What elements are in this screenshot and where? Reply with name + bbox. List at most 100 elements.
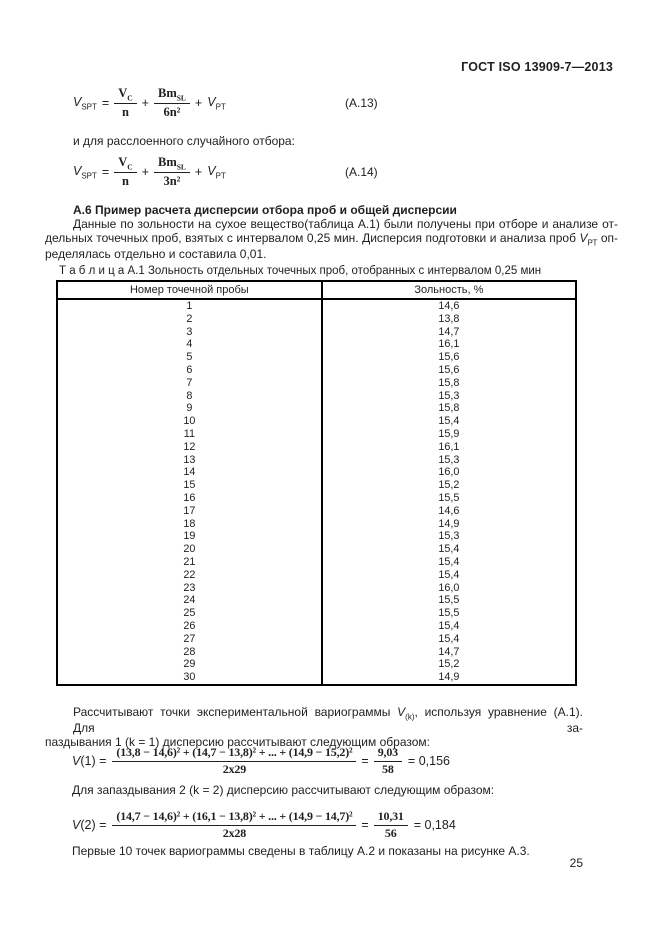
- table-row: 7 15,8: [57, 376, 576, 390]
- sample-number-cell: 14: [57, 466, 323, 480]
- table-row: 28 14,7: [57, 645, 576, 659]
- table-row: 17 14,6: [57, 504, 576, 518]
- sample-number-cell: 13: [57, 453, 323, 467]
- ash-value-cell: 15,5: [438, 594, 460, 607]
- sample-number-cell: 16: [57, 491, 323, 505]
- subscript-k: (k): [405, 712, 415, 722]
- sample-number-cell: 23: [57, 581, 323, 595]
- sample-number-cell: 30: [57, 671, 323, 685]
- table-row: 25 15,5: [57, 607, 576, 620]
- variable-v: V: [73, 94, 82, 109]
- ash-value-cell: 15,5: [438, 607, 460, 620]
- fraction-vc-n: VC n: [114, 155, 137, 188]
- table-row: 15 15,2: [57, 479, 576, 492]
- section-a6-heading: А.6 Пример расчета дисперсии отбора проб…: [73, 203, 457, 217]
- variogram-paragraph: Рассчитывают точки экспериментальной вар…: [45, 705, 583, 749]
- denominator: 58: [382, 761, 394, 776]
- ash-value-cell: 15,4: [438, 568, 460, 581]
- formula-v1-lhs: V(1) =: [72, 754, 106, 768]
- ash-value-cell: 15,4: [438, 543, 460, 556]
- col-header-ash-percent: Зольность, %: [321, 281, 576, 300]
- table-row: 4 16,1: [57, 338, 576, 352]
- ash-value-cell: 13,8: [438, 312, 460, 325]
- subscript-sl: SL: [176, 162, 186, 172]
- table-row: 16 15,5: [57, 491, 576, 505]
- formula-v2: V(2) = (14,7 − 14,6)² + (16,1 − 13,8)² +…: [72, 806, 456, 844]
- variable-v: V: [579, 231, 588, 245]
- formula-result: = 0,156: [407, 754, 450, 768]
- sample-number-cell: 10: [57, 415, 323, 428]
- table-row: 24 15,5: [57, 594, 576, 608]
- numerator: 9,03: [373, 745, 402, 762]
- formula-a13-term-vpt: VPT: [207, 95, 226, 112]
- fraction-result: 9,03 58: [373, 745, 402, 777]
- equals-sign: =: [101, 165, 110, 179]
- sample-number-cell: 9: [57, 402, 323, 416]
- sample-number-cell: 25: [57, 607, 323, 620]
- table-row: 14 16,0: [57, 466, 576, 480]
- numerator: 10,31: [373, 809, 408, 826]
- paragraph-line: паздывания 1 (k = 1) дисперсию рассчитыв…: [45, 735, 430, 750]
- formula-a13: VSPT = VC n + BmSL 6n² + VPT: [73, 84, 226, 122]
- subscript-c: C: [127, 93, 133, 103]
- sample-number-cell: 5: [57, 351, 323, 364]
- sample-number-cell: 18: [57, 517, 323, 531]
- table-row: 27 15,4: [57, 632, 576, 646]
- table-row: 26 15,4: [57, 619, 576, 633]
- table-row: 23 16,0: [57, 581, 576, 595]
- sample-number-cell: 4: [57, 338, 323, 352]
- closing-note: Первые 10 точек вариограммы сведены в та…: [72, 844, 530, 858]
- paragraph-line: дельных точечных проб, взятых с интервал…: [45, 231, 618, 247]
- fraction-squared-differences: (14,7 − 14,6)² + (16,1 − 13,8)² + ... + …: [112, 809, 357, 841]
- sample-number-cell: 15: [57, 479, 323, 492]
- table-row: 13 15,3: [57, 453, 576, 467]
- page-number: 25: [569, 856, 583, 870]
- denominator: 6n²: [163, 105, 181, 120]
- variable-v: V: [72, 754, 81, 768]
- table-row: 20 15,4: [57, 543, 576, 556]
- plus-sign: +: [141, 165, 149, 179]
- formula-v2-lhs: V(2) =: [72, 818, 106, 832]
- sample-number-cell: 11: [57, 427, 323, 441]
- formula-a14: VSPT = VC n + BmSL 3n² + VPT: [73, 153, 226, 191]
- section-a6-paragraph: Данные по зольности на сухое вещество(та…: [45, 217, 618, 261]
- paragraph-line: Рассчитывают точки экспериментальной вар…: [45, 705, 583, 735]
- sample-number-cell: 29: [57, 658, 323, 672]
- lhs-rest: (2) =: [80, 818, 107, 832]
- numerator: Bm: [157, 155, 177, 170]
- variable-v: V: [72, 818, 81, 832]
- table-row: 12 16,1: [57, 440, 576, 454]
- sample-number-cell: 7: [57, 376, 323, 390]
- fraction-bmsl-6n2: BmSL 6n²: [153, 86, 190, 120]
- denominator: 56: [384, 825, 397, 840]
- table-row: 5 15,6: [57, 351, 576, 364]
- ash-table-body: 1 14,6 2 13,8 3 14,7 4 16,1 5 15,6 6 15,6 7 15,8 8 15,3…: [57, 299, 576, 685]
- ash-value-cell: 14,6: [438, 504, 460, 517]
- formula-a14-lhs: VSPT: [73, 164, 97, 181]
- table-row: 22 15,4: [57, 568, 576, 582]
- ash-value-cell: 16,0: [438, 581, 460, 594]
- lag2-note: Для запаздывания 2 (k = 2) дисперсию рас…: [72, 783, 495, 797]
- subscript-c: C: [127, 162, 133, 172]
- table-row: 9 15,8: [57, 402, 576, 416]
- subscript-spt: SPT: [81, 102, 97, 112]
- table-row: 10 15,4: [57, 415, 576, 428]
- table-row: 30 14,9: [57, 671, 576, 685]
- sample-number-cell: 2: [57, 312, 323, 326]
- fraction-vc-n: VC n: [114, 86, 137, 119]
- table-row: 11 15,9: [57, 427, 576, 441]
- table-row: 2 13,8: [57, 312, 576, 326]
- ash-table: Номер точечной пробы Зольность, % 1 14,6 2…: [56, 280, 577, 686]
- text-segment: дельных точечных проб, взятых с интервал…: [45, 231, 580, 245]
- stratified-note: и для расслоенного случайного отбора:: [73, 134, 295, 148]
- ash-value-cell: 15,4: [438, 555, 460, 568]
- fraction-result: 10,31 56: [373, 809, 408, 841]
- lhs-rest: (1) =: [80, 754, 107, 768]
- table-row: 1 14,6: [57, 299, 576, 313]
- table-a1-caption: Т а б л и ц а А.1 Зольность отдельных то…: [59, 265, 542, 277]
- plus-sign: +: [141, 96, 149, 110]
- denominator: 2x28: [222, 825, 246, 840]
- ash-value-cell: 14,7: [438, 325, 460, 338]
- sample-number-cell: 12: [57, 440, 323, 454]
- ash-value-cell: 15,8: [438, 376, 460, 389]
